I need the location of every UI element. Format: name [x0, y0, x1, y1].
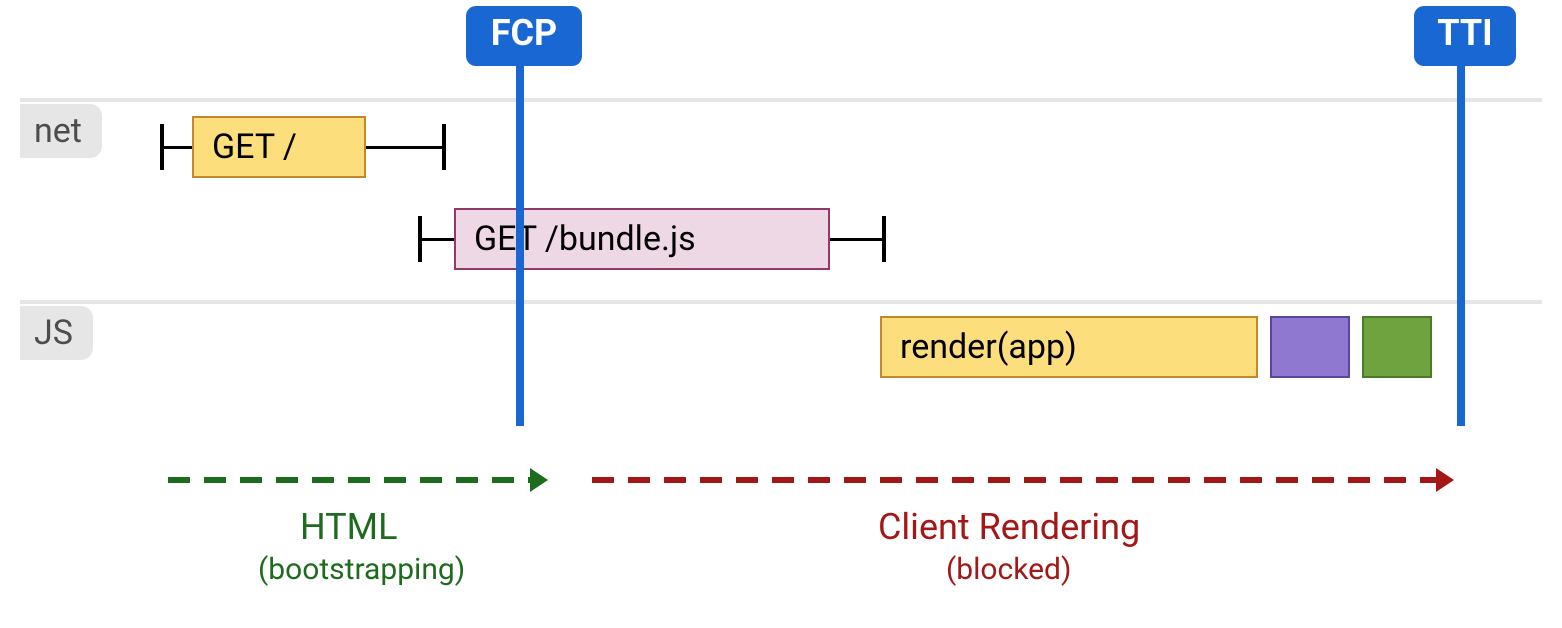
get-bundle-whisker-line-right [830, 238, 884, 241]
html-phase-title: HTML [300, 506, 397, 548]
tti-flag: TTI [1414, 6, 1516, 66]
get-root-whisker-right [442, 124, 446, 170]
net-lane-label: net [20, 104, 102, 158]
fcp-line [516, 66, 524, 426]
get-root-whisker-line-left [162, 146, 192, 149]
get-root-bar: GET / [192, 116, 366, 178]
js-lane-label: JS [20, 306, 93, 360]
html-phase-subtitle: (bootstrapping) [258, 552, 465, 587]
html-phase-arrowhead [530, 468, 548, 492]
html-phase-arrow-line [168, 477, 530, 483]
js-task-green [1362, 316, 1432, 378]
render-app-bar: render(app) [880, 316, 1258, 378]
client-phase-subtitle: (blocked) [946, 552, 1071, 587]
js-task-purple [1270, 316, 1350, 378]
client-phase-arrowhead [1436, 468, 1454, 492]
get-bundle-whisker-line-left [420, 238, 454, 241]
fcp-flag: FCP [466, 6, 582, 66]
client-phase-title: Client Rendering [878, 506, 1140, 548]
net-lane-divider [20, 98, 1542, 102]
timeline-diagram: net JS GET / GET /bundle.js render(app) … [0, 0, 1562, 628]
client-phase-arrow-line [592, 477, 1436, 483]
get-bundle-bar: GET /bundle.js [454, 208, 830, 270]
tti-line [1457, 66, 1465, 426]
get-root-whisker-line-right [366, 146, 444, 149]
get-bundle-whisker-right [882, 216, 886, 262]
js-lane-divider [20, 300, 1542, 304]
